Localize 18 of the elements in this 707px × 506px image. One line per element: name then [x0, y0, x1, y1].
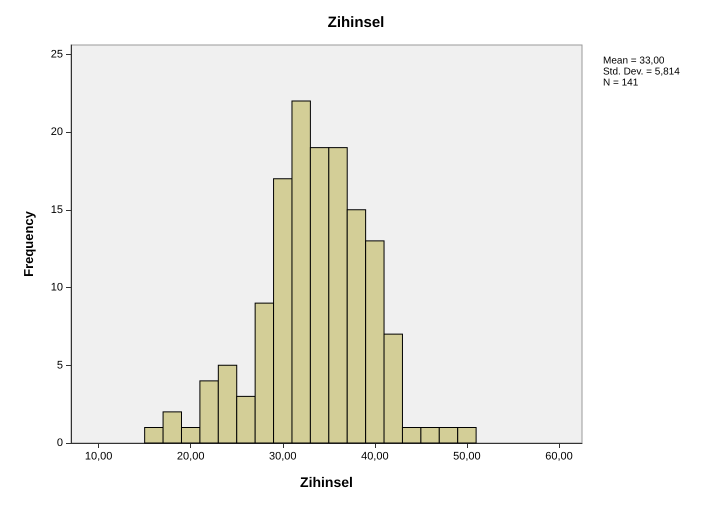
- x-axis-title: Zihinsel: [300, 474, 353, 490]
- y-tick-label: 25: [50, 48, 63, 60]
- y-tick-label: 0: [56, 437, 63, 449]
- x-tick-label: 10,00: [84, 450, 112, 462]
- y-tick-label: 5: [56, 359, 63, 372]
- y-tick-label: 10: [50, 282, 63, 294]
- y-tick-label: 15: [50, 204, 63, 216]
- x-tick-label: 40,00: [361, 450, 389, 462]
- x-tick-label: 50,00: [453, 450, 481, 462]
- x-tick-label: 60,00: [545, 450, 573, 462]
- text: Mean = 33,00: [603, 56, 665, 66]
- chart-title: Zihinsel: [328, 14, 384, 31]
- x-tick-label: 30,00: [269, 450, 297, 462]
- text: N = 141: [603, 78, 639, 88]
- y-axis-title: Frequency: [21, 210, 36, 277]
- x-tick-label: 20,00: [176, 450, 204, 462]
- y-tick-label: 20: [50, 126, 63, 138]
- text: Std. Dev. = 5,814: [603, 66, 680, 78]
